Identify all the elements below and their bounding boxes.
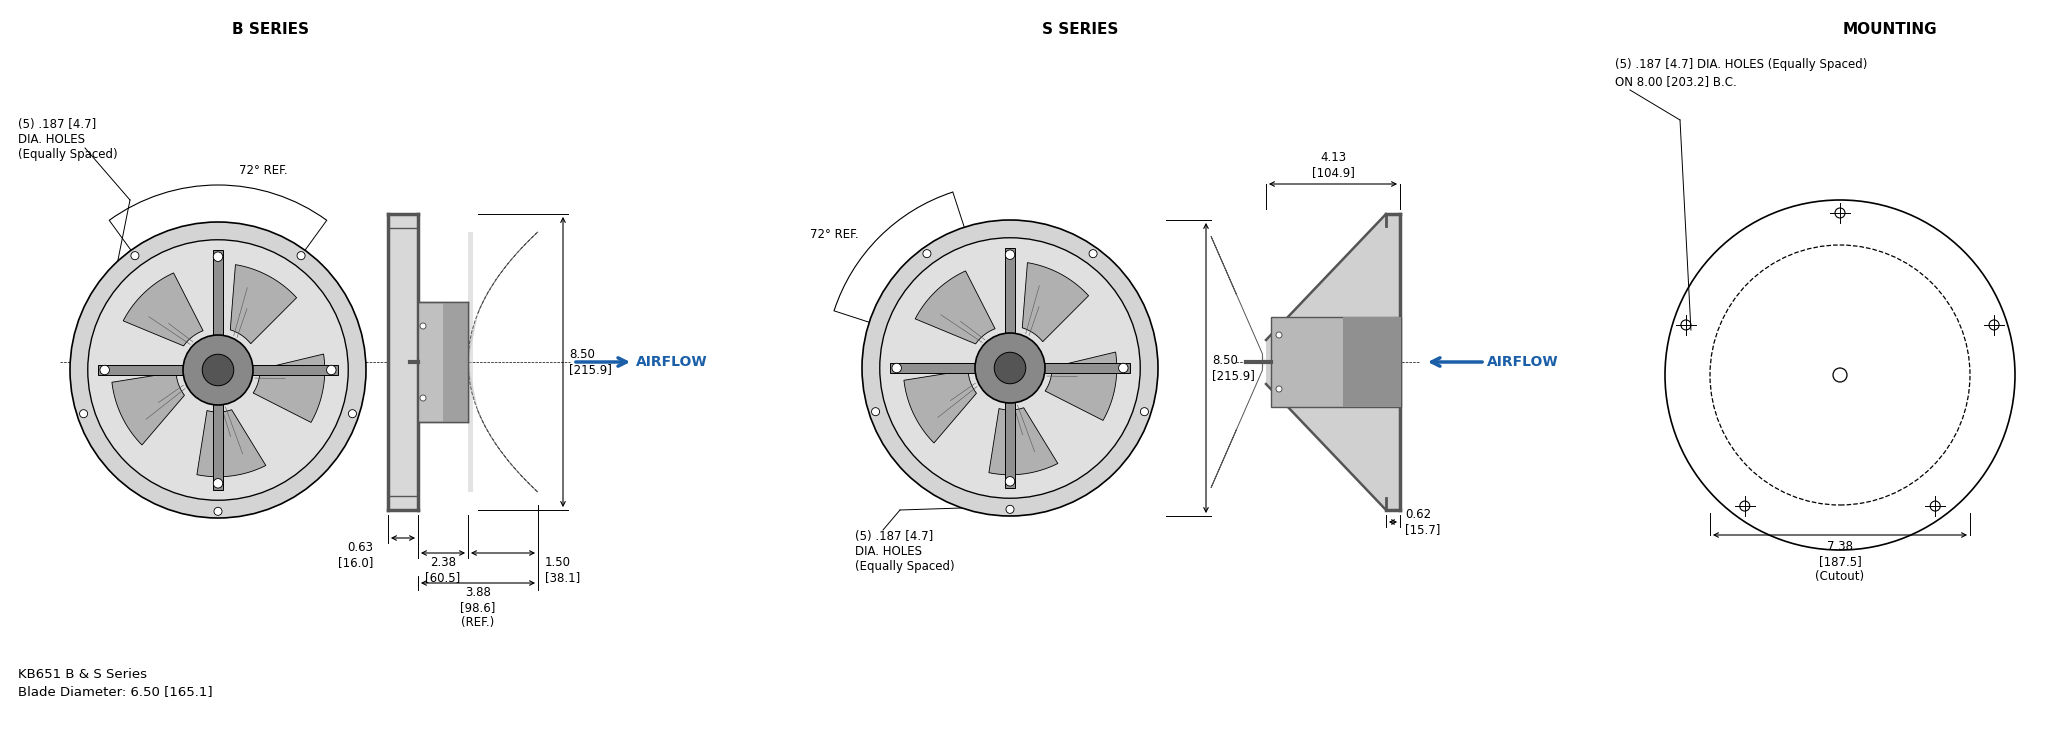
Text: (5) .187 [4.7]
DIA. HOLES
(Equally Spaced): (5) .187 [4.7] DIA. HOLES (Equally Space… bbox=[854, 530, 954, 573]
Circle shape bbox=[182, 335, 254, 405]
Polygon shape bbox=[229, 265, 297, 344]
Circle shape bbox=[862, 220, 1157, 516]
Circle shape bbox=[131, 252, 139, 259]
Circle shape bbox=[975, 333, 1044, 403]
Polygon shape bbox=[1022, 262, 1090, 342]
Circle shape bbox=[297, 252, 305, 259]
Polygon shape bbox=[113, 372, 184, 445]
Text: (5) .187 [4.7]
DIA. HOLES
(Equally Spaced): (5) .187 [4.7] DIA. HOLES (Equally Space… bbox=[18, 118, 117, 161]
Circle shape bbox=[1276, 332, 1282, 338]
Polygon shape bbox=[903, 370, 977, 443]
Circle shape bbox=[1090, 250, 1098, 258]
Circle shape bbox=[924, 250, 932, 258]
Circle shape bbox=[213, 252, 223, 262]
Circle shape bbox=[1006, 250, 1014, 259]
Text: 0.62
[15.7]: 0.62 [15.7] bbox=[1405, 508, 1440, 536]
Text: B SERIES: B SERIES bbox=[231, 22, 309, 37]
Text: AIRFLOW: AIRFLOW bbox=[1487, 355, 1559, 369]
Text: 8.50
[215.9]: 8.50 [215.9] bbox=[1212, 354, 1255, 382]
Circle shape bbox=[70, 222, 367, 518]
Text: 2.38
[60.5]: 2.38 [60.5] bbox=[426, 556, 461, 584]
Bar bbox=[891, 363, 1130, 373]
Circle shape bbox=[1006, 476, 1014, 486]
Bar bbox=[1272, 317, 1401, 407]
Circle shape bbox=[420, 395, 426, 401]
Polygon shape bbox=[915, 271, 995, 344]
Text: 1.50
[38.1]: 1.50 [38.1] bbox=[545, 556, 580, 584]
Polygon shape bbox=[1266, 214, 1401, 510]
Text: Blade Diameter: 6.50 [165.1]: Blade Diameter: 6.50 [165.1] bbox=[18, 685, 213, 698]
Text: 4.13
[104.9]: 4.13 [104.9] bbox=[1311, 151, 1354, 179]
Bar bbox=[98, 365, 338, 375]
Text: ON 8.00 [203.2] B.C.: ON 8.00 [203.2] B.C. bbox=[1616, 75, 1737, 88]
Circle shape bbox=[213, 479, 223, 488]
Circle shape bbox=[1276, 386, 1282, 392]
Polygon shape bbox=[469, 233, 537, 491]
Text: 72° REF.: 72° REF. bbox=[809, 228, 858, 241]
Bar bbox=[1006, 248, 1016, 488]
Circle shape bbox=[88, 240, 348, 500]
Text: 3.88
[98.6]
(REF.): 3.88 [98.6] (REF.) bbox=[461, 586, 496, 629]
Bar bbox=[387, 214, 418, 510]
Bar bbox=[1343, 317, 1401, 407]
Bar bbox=[442, 302, 469, 422]
Polygon shape bbox=[197, 410, 266, 476]
Polygon shape bbox=[254, 354, 326, 422]
Circle shape bbox=[213, 508, 221, 516]
Circle shape bbox=[348, 410, 356, 418]
Text: AIRFLOW: AIRFLOW bbox=[637, 355, 709, 369]
Circle shape bbox=[872, 408, 879, 416]
Text: S SERIES: S SERIES bbox=[1042, 22, 1118, 37]
Polygon shape bbox=[1210, 236, 1266, 488]
Circle shape bbox=[881, 238, 1141, 498]
Text: 7.38
[187.5]
(Cutout): 7.38 [187.5] (Cutout) bbox=[1815, 540, 1864, 583]
Bar bbox=[418, 302, 469, 422]
Circle shape bbox=[80, 410, 88, 418]
Polygon shape bbox=[469, 233, 537, 491]
Polygon shape bbox=[989, 408, 1059, 475]
Polygon shape bbox=[123, 273, 203, 346]
Polygon shape bbox=[1044, 352, 1116, 420]
Circle shape bbox=[993, 352, 1026, 384]
Circle shape bbox=[100, 365, 109, 375]
Circle shape bbox=[1141, 408, 1149, 416]
Circle shape bbox=[893, 363, 901, 373]
Circle shape bbox=[326, 365, 336, 375]
Text: 0.63
[16.0]: 0.63 [16.0] bbox=[338, 541, 373, 569]
Text: 8.50
[215.9]: 8.50 [215.9] bbox=[569, 348, 612, 376]
Text: (5) .187 [4.7] DIA. HOLES (Equally Spaced): (5) .187 [4.7] DIA. HOLES (Equally Space… bbox=[1616, 58, 1868, 71]
Circle shape bbox=[420, 323, 426, 329]
Circle shape bbox=[1118, 363, 1128, 373]
Text: KB651 B & S Series: KB651 B & S Series bbox=[18, 668, 147, 681]
Text: 72° REF.: 72° REF. bbox=[240, 164, 289, 177]
Circle shape bbox=[203, 354, 233, 386]
Bar bbox=[213, 250, 223, 490]
Text: MOUNTING: MOUNTING bbox=[1843, 22, 1937, 37]
Circle shape bbox=[1006, 505, 1014, 514]
